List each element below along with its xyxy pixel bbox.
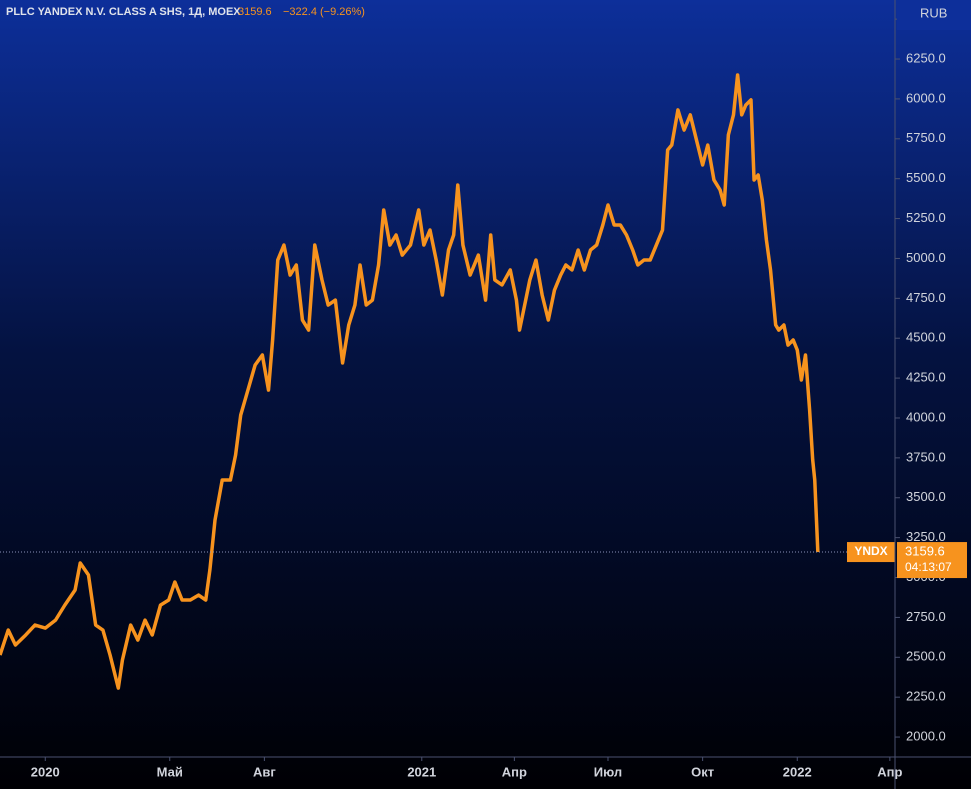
y-tick-label: 5750.0 bbox=[906, 130, 946, 145]
x-tick-label: Июл bbox=[594, 764, 622, 779]
header-price: 3159.6 bbox=[238, 6, 272, 18]
x-tick-label: 2020 bbox=[31, 764, 60, 779]
y-tick-label: 4500.0 bbox=[906, 330, 946, 345]
y-tick-label: 5250.0 bbox=[906, 210, 946, 225]
currency-bg bbox=[897, 0, 971, 30]
y-tick-label: 2750.0 bbox=[906, 609, 946, 624]
x-tick-label: Авг bbox=[253, 764, 276, 779]
currency: RUB bbox=[920, 5, 947, 20]
y-tick-label: 4000.0 bbox=[906, 409, 946, 424]
x-tick-label: Апр bbox=[877, 764, 902, 779]
x-tick-label: 2022 bbox=[783, 764, 812, 779]
symbol-label-bg bbox=[847, 542, 895, 563]
price-label-bg bbox=[897, 542, 967, 579]
y-tick-label: 5000.0 bbox=[906, 250, 946, 265]
x-tick-label: 2021 bbox=[407, 764, 436, 779]
symbol-label: YNDX bbox=[854, 544, 887, 558]
y-tick-label: 5500.0 bbox=[906, 170, 946, 185]
y-tick-label: 6250.0 bbox=[906, 50, 946, 65]
countdown-label: 04:13:07 bbox=[905, 560, 952, 574]
y-tick-label: 2000.0 bbox=[906, 728, 946, 743]
chart-title: PLLC YANDEX N.V. CLASS A SHS, 1Д, MOEX bbox=[6, 6, 241, 18]
y-tick-label: 3500.0 bbox=[906, 489, 946, 504]
x-tick-label: Май bbox=[157, 764, 183, 779]
y-tick-label: 4750.0 bbox=[906, 290, 946, 305]
price-label: 3159.6 bbox=[905, 543, 945, 558]
y-tick-label: 6000.0 bbox=[906, 90, 946, 105]
price-line bbox=[0, 73, 820, 690]
y-tick-label: 3750.0 bbox=[906, 449, 946, 464]
y-tick-label: 2250.0 bbox=[906, 689, 946, 704]
y-tick-label: 2500.0 bbox=[906, 649, 946, 664]
x-tick-label: Окт bbox=[691, 764, 714, 779]
header-change: −322.4 (−9.26%) bbox=[283, 6, 365, 18]
y-tick-label: 4250.0 bbox=[906, 370, 946, 385]
x-tick-label: Апр bbox=[502, 764, 527, 779]
y-tick-label: 3250.0 bbox=[906, 529, 946, 544]
